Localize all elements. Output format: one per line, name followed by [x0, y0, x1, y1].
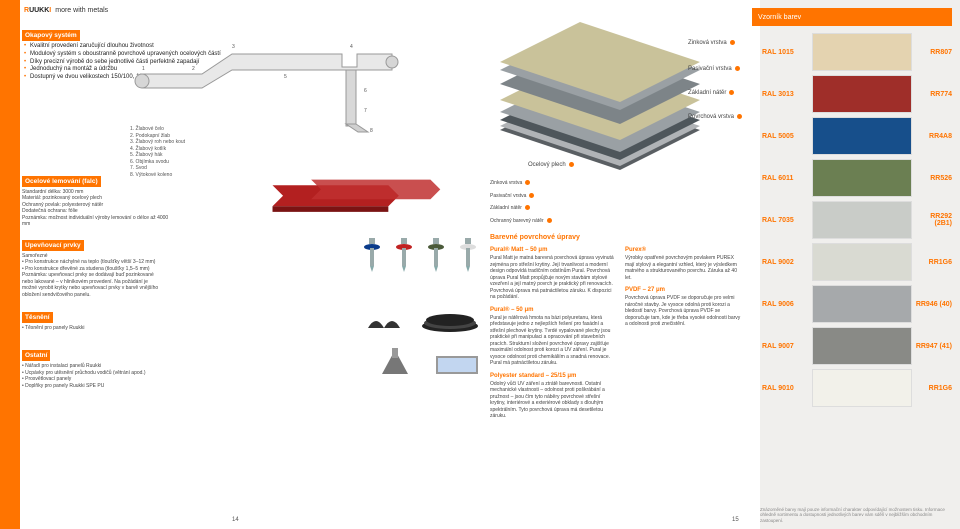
brand-slogan: more with metals: [55, 7, 108, 14]
swatch-row: RAL 9006 RR946 (40): [762, 284, 956, 324]
swatch-box: [812, 369, 912, 407]
swatch-row: RAL 5005 RR4A8: [762, 116, 956, 156]
svg-text:3: 3: [232, 44, 235, 50]
swatch-ral: RAL 6011: [762, 175, 812, 182]
swatch-code: RR947 (41): [912, 343, 956, 350]
swatch-row: RAL 1015 RR807: [762, 32, 956, 72]
swatch-code: RR1G6: [912, 259, 956, 266]
section-upev: Upevňovací prvky Samořezné • Pro konstru…: [22, 234, 480, 299]
okapovy-title: Okapový systém: [22, 30, 80, 41]
right-page: Vzorník barev Zinková vrstva Pasivační v…: [480, 0, 960, 529]
swatch-code: RR946 (40): [912, 301, 956, 308]
swatch-code: RR774: [912, 91, 956, 98]
seal-graphics: [366, 308, 480, 334]
swatch-ral: RAL 9006: [762, 301, 812, 308]
finishes-title: Barevné povrchové úpravy: [490, 234, 744, 241]
swatch-box: [812, 33, 912, 71]
fasteners: [360, 238, 480, 272]
swatch-ral: RAL 9007: [762, 343, 812, 350]
svg-text:1: 1: [142, 66, 145, 72]
tesneni-title: Těsnění: [22, 312, 53, 323]
swatch-ral: RAL 1015: [762, 49, 812, 56]
mid-column: Zinková vrstva Pasivační vrstva Základní…: [480, 16, 750, 426]
swatch-code: RR292 (2B1): [912, 213, 956, 227]
svg-text:6: 6: [364, 88, 367, 94]
section-falc: Ocelové lemování (falc) Standardní délka…: [22, 170, 480, 228]
swatch-ral: RAL 3013: [762, 91, 812, 98]
swatch-code: RR807: [912, 49, 956, 56]
section-ostatni: Ostatní • Nářadí pro instalaci panelů Ru…: [22, 344, 480, 389]
brand-header: RUUKKI more with metals: [22, 0, 480, 18]
falc-title: Ocelové lemování (falc): [22, 176, 101, 187]
svg-text:5: 5: [284, 74, 287, 80]
flashing-diagram: [269, 170, 480, 225]
footnote: Znázorněné barvy mají pouze informační c…: [760, 507, 954, 523]
ruukki-logo: RUUKKI: [24, 7, 51, 14]
gutter-legend: 1. Žlabové čelo 2. Podokapní žlab 3. Žla…: [130, 126, 185, 178]
swatch-title: Vzorník barev: [752, 8, 952, 26]
swatch-row: RAL 9010 RR1G6: [762, 368, 956, 408]
swatch-ral: RAL 9010: [762, 385, 812, 392]
page-num-left: 14: [232, 517, 239, 523]
swatch-ral: RAL 9002: [762, 259, 812, 266]
swatch-ral: RAL 7035: [762, 217, 812, 224]
ostatni-graphics: [378, 348, 480, 378]
swatch-code: RR4A8: [912, 133, 956, 140]
page-num-right: 15: [732, 517, 739, 523]
swatch-row: RAL 6011 RR526: [762, 158, 956, 198]
section-tesneni: Těsnění • Těsnění pro panely Ruukki: [22, 306, 480, 334]
gutter-diagram: 1 2 3 4 5 6 7 8: [132, 34, 442, 134]
swatch-box: [812, 327, 912, 365]
svg-text:2: 2: [192, 66, 195, 72]
layer-diagram-1: Zinková vrstva Pasivační vrstva Základní…: [490, 20, 750, 176]
swatch-code: RR1G6: [912, 385, 956, 392]
svg-text:7: 7: [364, 108, 367, 114]
swatch-box: [812, 117, 912, 155]
logo-text: RUUKKI: [24, 7, 51, 14]
upev-title: Upevňovací prvky: [22, 240, 84, 251]
swatch-box: [812, 285, 912, 323]
swatch-box: [812, 75, 912, 113]
swatch-list: RAL 1015RR807RAL 3013RR774RAL 5005RR4A8R…: [762, 32, 956, 408]
left-page: RUUKKI more with metals Okapový systém K…: [0, 0, 480, 529]
swatch-row: RAL 9002 RR1G6: [762, 242, 956, 282]
swatch-ral: RAL 5005: [762, 133, 812, 140]
swatch-row: RAL 7035 RR292 (2B1): [762, 200, 956, 240]
swatch-code: RR526: [912, 175, 956, 182]
swatch-box: [812, 159, 912, 197]
swatch-row: RAL 9007 RR947 (41): [762, 326, 956, 366]
swatch-row: RAL 3013 RR774: [762, 74, 956, 114]
svg-text:4: 4: [350, 44, 353, 50]
swatch-box: [812, 243, 912, 281]
swatch-box: [812, 201, 912, 239]
layer-list-2: Zinková vrstva Pasivační vrstva Základní…: [490, 180, 744, 224]
svg-text:8: 8: [370, 128, 373, 134]
ostatni-title: Ostatní: [22, 350, 50, 361]
